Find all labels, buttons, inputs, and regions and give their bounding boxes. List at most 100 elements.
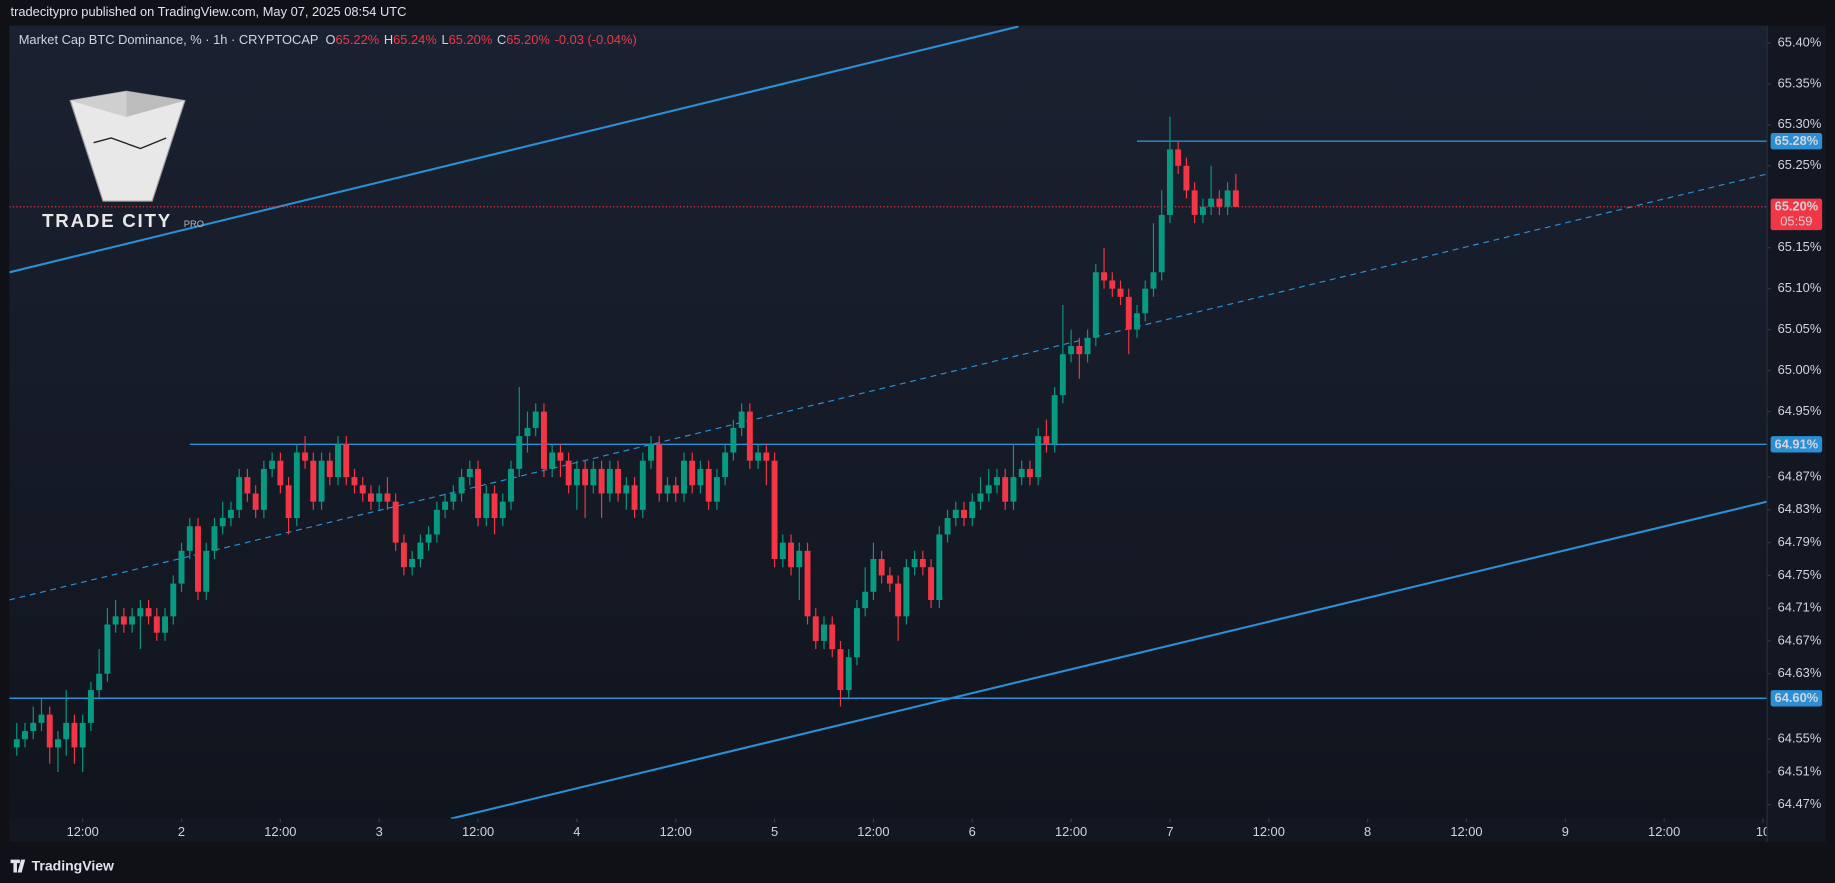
- candle-body: [326, 460, 333, 478]
- publisher: tradecitypro published on TradingView.co…: [11, 4, 407, 19]
- level-label: 64.91%: [1775, 436, 1819, 451]
- candle-body: [351, 477, 358, 486]
- last-price-countdown: 05:59: [1780, 213, 1812, 228]
- candle-body: [648, 444, 654, 461]
- candle-body: [656, 444, 663, 494]
- candle-body: [977, 493, 984, 502]
- candle-body: [804, 550, 811, 617]
- candle-body: [104, 624, 111, 674]
- candle-body: [499, 501, 506, 519]
- candle-body: [120, 616, 127, 625]
- candle-body: [1092, 272, 1099, 338]
- candle-body: [878, 559, 885, 576]
- candle-body: [400, 542, 407, 568]
- candle-body: [145, 608, 152, 617]
- candle-body: [681, 460, 687, 494]
- y-tick-label: 64.75%: [1778, 567, 1822, 582]
- candle-body: [22, 731, 28, 740]
- y-tick-label: 64.79%: [1778, 534, 1822, 549]
- candle-body: [211, 526, 218, 551]
- candle-body: [384, 493, 391, 502]
- candle-body: [1059, 354, 1066, 396]
- candle-body: [796, 550, 803, 568]
- x-tick-label: 9: [1562, 824, 1569, 839]
- candle-body: [79, 722, 86, 748]
- legend-value: 65.22%: [336, 32, 380, 47]
- candle-body: [285, 485, 292, 519]
- time-axis-bg: [9, 818, 1768, 843]
- candle-body: [425, 534, 432, 543]
- candle-body: [46, 714, 53, 748]
- candle-body: [1224, 190, 1231, 207]
- candle-body: [722, 452, 729, 478]
- candle-body: [1208, 198, 1215, 207]
- candle-body: [779, 542, 786, 560]
- candle-body: [853, 608, 860, 658]
- y-tick-label: 64.67%: [1778, 632, 1822, 647]
- candle-body: [1142, 288, 1149, 314]
- candle-body: [730, 427, 737, 453]
- y-tick-label: 65.30%: [1778, 116, 1822, 131]
- channel-line: [450, 500, 1768, 819]
- y-tick-label: 65.00%: [1778, 362, 1822, 377]
- candle-body: [771, 460, 778, 560]
- x-tick-label: 6: [969, 824, 976, 839]
- y-tick-label: 65.05%: [1778, 321, 1822, 336]
- candle-body: [466, 468, 473, 478]
- candle-body: [417, 542, 424, 560]
- candle-body: [969, 501, 976, 519]
- tv-icon: [10, 859, 26, 873]
- candle-body: [1084, 337, 1091, 355]
- candle-body: [87, 690, 94, 723]
- y-tick-label: 65.35%: [1778, 75, 1822, 90]
- chart-background: [9, 25, 1826, 843]
- x-tick-label: 7: [1166, 824, 1173, 839]
- candle-body: [516, 436, 523, 469]
- candle-body: [763, 452, 770, 461]
- footer: TradingView: [10, 857, 114, 873]
- candle-body: [1068, 346, 1075, 355]
- candle-body: [746, 411, 753, 461]
- candle-body: [952, 509, 959, 519]
- candle-body: [458, 477, 465, 494]
- x-tick-label: 12:00: [67, 824, 99, 839]
- x-tick-label: 5: [771, 824, 778, 839]
- footer-brand: TradingView: [32, 857, 114, 873]
- x-tick-label: 12:00: [1648, 824, 1680, 839]
- candle-body: [475, 468, 482, 519]
- axes: 12:00 2 12:00 3 12:00 4 12:00 5 12:00 6 12:00 7 12:0…: [67, 25, 1826, 843]
- y-tick-label: 65.25%: [1778, 157, 1822, 172]
- candle-body: [1158, 214, 1165, 273]
- candle-body: [1101, 272, 1108, 281]
- candle-body: [919, 559, 926, 568]
- legend-value: 65.24%: [393, 32, 437, 47]
- x-tick-label: 12:00: [660, 824, 692, 839]
- candle-body: [664, 485, 671, 494]
- candle-body: [186, 526, 193, 551]
- y-tick-label: 65.40%: [1778, 34, 1822, 49]
- x-tick-label: 12:00: [462, 824, 494, 839]
- candle-body: [409, 559, 416, 568]
- candle-body: [837, 649, 844, 691]
- candle-body: [433, 509, 440, 535]
- candle-body: [1134, 313, 1140, 330]
- candle-body: [870, 559, 877, 592]
- candle-body: [96, 673, 103, 691]
- candle-body: [1216, 198, 1223, 207]
- x-tick-label: 12:00: [857, 824, 889, 839]
- candle-body: [30, 722, 37, 732]
- candle-body: [318, 460, 325, 502]
- x-tick-label: 3: [376, 824, 383, 839]
- candle-body: [129, 616, 136, 625]
- candle-body: [112, 616, 119, 625]
- candle-body: [549, 452, 556, 469]
- y-tick-label: 65.10%: [1778, 280, 1822, 295]
- candle-body: [310, 460, 317, 502]
- y-tick-label: 64.83%: [1778, 501, 1822, 516]
- candle-body: [1175, 149, 1182, 166]
- legend-value: 65.20%: [449, 32, 493, 47]
- candle-body: [71, 722, 78, 748]
- plot-area: [9, 25, 1768, 819]
- candle-body: [236, 477, 243, 510]
